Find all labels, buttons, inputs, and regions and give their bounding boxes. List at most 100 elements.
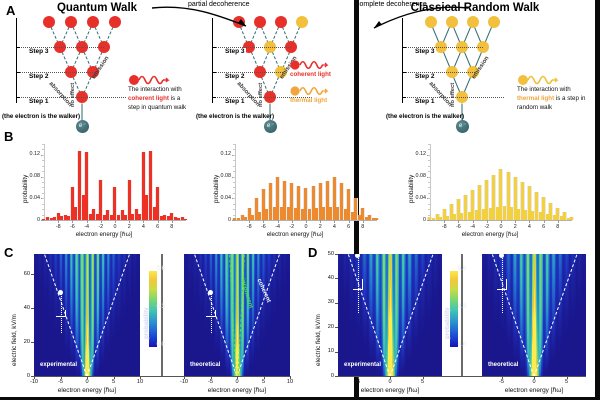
heatmap-column <box>70 254 72 376</box>
histogram-bar <box>239 214 245 220</box>
bar-fill <box>148 150 152 220</box>
histogram-bar <box>480 209 486 220</box>
heatmap-column <box>368 254 370 376</box>
heatmap-column <box>288 254 290 376</box>
heatmap-column <box>204 254 206 376</box>
bar-fill <box>318 183 322 220</box>
histogram-bar <box>147 150 153 220</box>
x-tick-label: -6 <box>455 223 461 230</box>
heatmap-column <box>377 254 379 376</box>
heatmap-column <box>36 254 38 376</box>
heatmap-column <box>403 254 405 376</box>
histogram-bar <box>441 209 447 220</box>
heatmap-column <box>406 254 408 376</box>
heatmap-column <box>434 254 436 376</box>
classical-walk-caption: The interaction with thermal light is a … <box>517 86 589 113</box>
y-minor-tick <box>233 203 235 205</box>
x-tick <box>291 220 293 223</box>
heatmap-column <box>235 254 238 376</box>
histogram-bar <box>328 206 334 220</box>
y-minor-tick <box>42 144 44 145</box>
heatmap-column <box>109 254 111 376</box>
heatmap-column <box>225 254 227 376</box>
heatmap-column <box>581 254 583 376</box>
heatmap-column <box>556 254 558 376</box>
heatmap-column <box>506 254 508 376</box>
step-axis-tick <box>16 97 20 98</box>
heatmap-column <box>370 254 372 376</box>
y-minor-tick <box>42 214 44 216</box>
histogram-bar <box>66 216 72 220</box>
heatmap-column <box>520 254 522 376</box>
figure-right-border <box>595 0 600 400</box>
heatmap-column <box>277 254 279 376</box>
heatmap-column <box>574 254 577 376</box>
heatmap-column <box>388 254 390 376</box>
x-tick-label: 2 <box>513 223 517 230</box>
x-tick-label: 8 <box>170 223 174 230</box>
histogram-bar <box>303 187 309 220</box>
histogram-bar <box>236 217 242 220</box>
electron-walker: e⁻ <box>263 120 277 133</box>
heatmap-column <box>45 254 47 376</box>
x-tick <box>72 220 74 223</box>
heatmap-column <box>414 254 416 376</box>
heatmap-column <box>254 254 256 376</box>
heatmap-column <box>408 254 410 376</box>
heatmap-theoretical: theoretical <box>482 254 586 376</box>
heatmap-column <box>103 254 105 376</box>
x-axis-title: electron energy [ℏω] <box>266 230 324 238</box>
histogram-bar <box>363 216 369 220</box>
heatmap-column <box>554 254 556 376</box>
heatmap-column <box>257 254 260 376</box>
heatmap-column <box>65 254 67 376</box>
x-tick <box>115 220 116 223</box>
bar-fill <box>304 187 308 220</box>
caption-text-pre: The interaction with <box>517 86 571 93</box>
subpanel-label-theoretical: theoretical <box>488 362 519 368</box>
bar-fill <box>283 180 287 220</box>
bar-fill <box>53 217 57 220</box>
heatmap-column <box>422 254 424 376</box>
heatmap-column <box>275 254 277 376</box>
x-tick-label: 4 <box>332 223 336 230</box>
x-tick <box>444 220 446 223</box>
walk-node <box>109 16 121 28</box>
heatmap-column <box>386 254 388 376</box>
heatmap-column <box>516 254 519 376</box>
bar-fill <box>471 189 475 220</box>
heatmap-column <box>125 254 128 376</box>
histogram-bar <box>307 208 313 220</box>
bar-fill <box>460 213 464 220</box>
heatmap-column <box>562 254 565 376</box>
heatmap-column <box>47 254 49 376</box>
heatmap-column <box>338 254 340 376</box>
histogram-bar <box>101 214 107 220</box>
step-divider <box>214 72 283 73</box>
x-tick-label: -5 <box>499 379 504 385</box>
histogram-bar <box>533 191 539 220</box>
heatmap-column <box>250 254 252 376</box>
x-tick <box>263 220 265 223</box>
heatmap-column <box>39 254 41 376</box>
y-tick <box>335 302 338 304</box>
heatmap-column <box>98 254 100 376</box>
heatmap-column <box>377 254 380 376</box>
heatmap-column <box>559 254 561 376</box>
heatmap-column <box>188 254 190 376</box>
histogram-bar <box>512 177 518 220</box>
heatmap-column <box>394 254 396 376</box>
histogram-bar <box>98 179 104 220</box>
bar-fill <box>545 213 549 220</box>
heatmap-column <box>342 254 344 376</box>
heatmap-column <box>501 254 503 376</box>
heatmap-column <box>82 254 84 376</box>
heatmap-column <box>184 254 186 376</box>
x-tick-label: 0 <box>304 223 308 230</box>
y-minor-tick <box>233 198 235 200</box>
x-tick <box>87 376 88 379</box>
y-minor-tick <box>428 144 430 145</box>
x-tick <box>529 220 531 223</box>
heatmap-column <box>361 254 363 376</box>
heatmap-column <box>196 254 198 376</box>
